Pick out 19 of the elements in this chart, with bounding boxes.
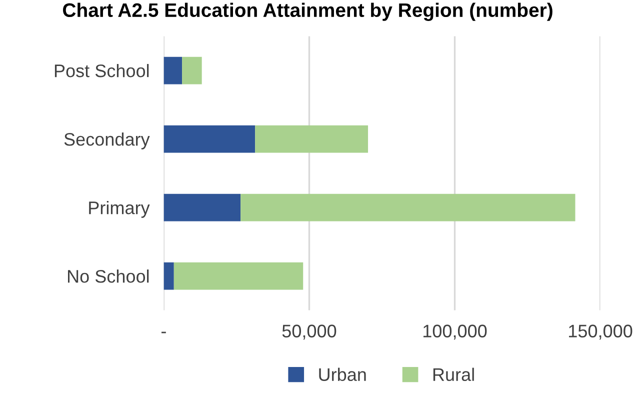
x-tick-label: 50,000	[282, 324, 336, 340]
bar	[182, 56, 202, 84]
y-tick-label: Post School	[54, 64, 149, 78]
y-tick-label: No School	[68, 270, 149, 283]
bar	[174, 262, 304, 290]
x-tick-label: 150,000	[569, 324, 632, 340]
legend-label: Rural	[433, 368, 474, 382]
bar	[164, 262, 174, 290]
x-tick-label: -	[162, 332, 166, 334]
legend-label: Urban	[319, 368, 366, 382]
bar	[164, 56, 182, 84]
y-tick-label: Primary	[89, 201, 150, 218]
bar	[164, 125, 256, 153]
bar	[240, 194, 576, 222]
x-tick-label: 100,000	[423, 324, 487, 340]
bar	[255, 125, 368, 153]
y-tick-label: Secondary	[64, 132, 150, 150]
bar	[164, 194, 241, 222]
chart-title: Chart A2.5 Education Attainment by Region (number)	[63, 2, 552, 21]
